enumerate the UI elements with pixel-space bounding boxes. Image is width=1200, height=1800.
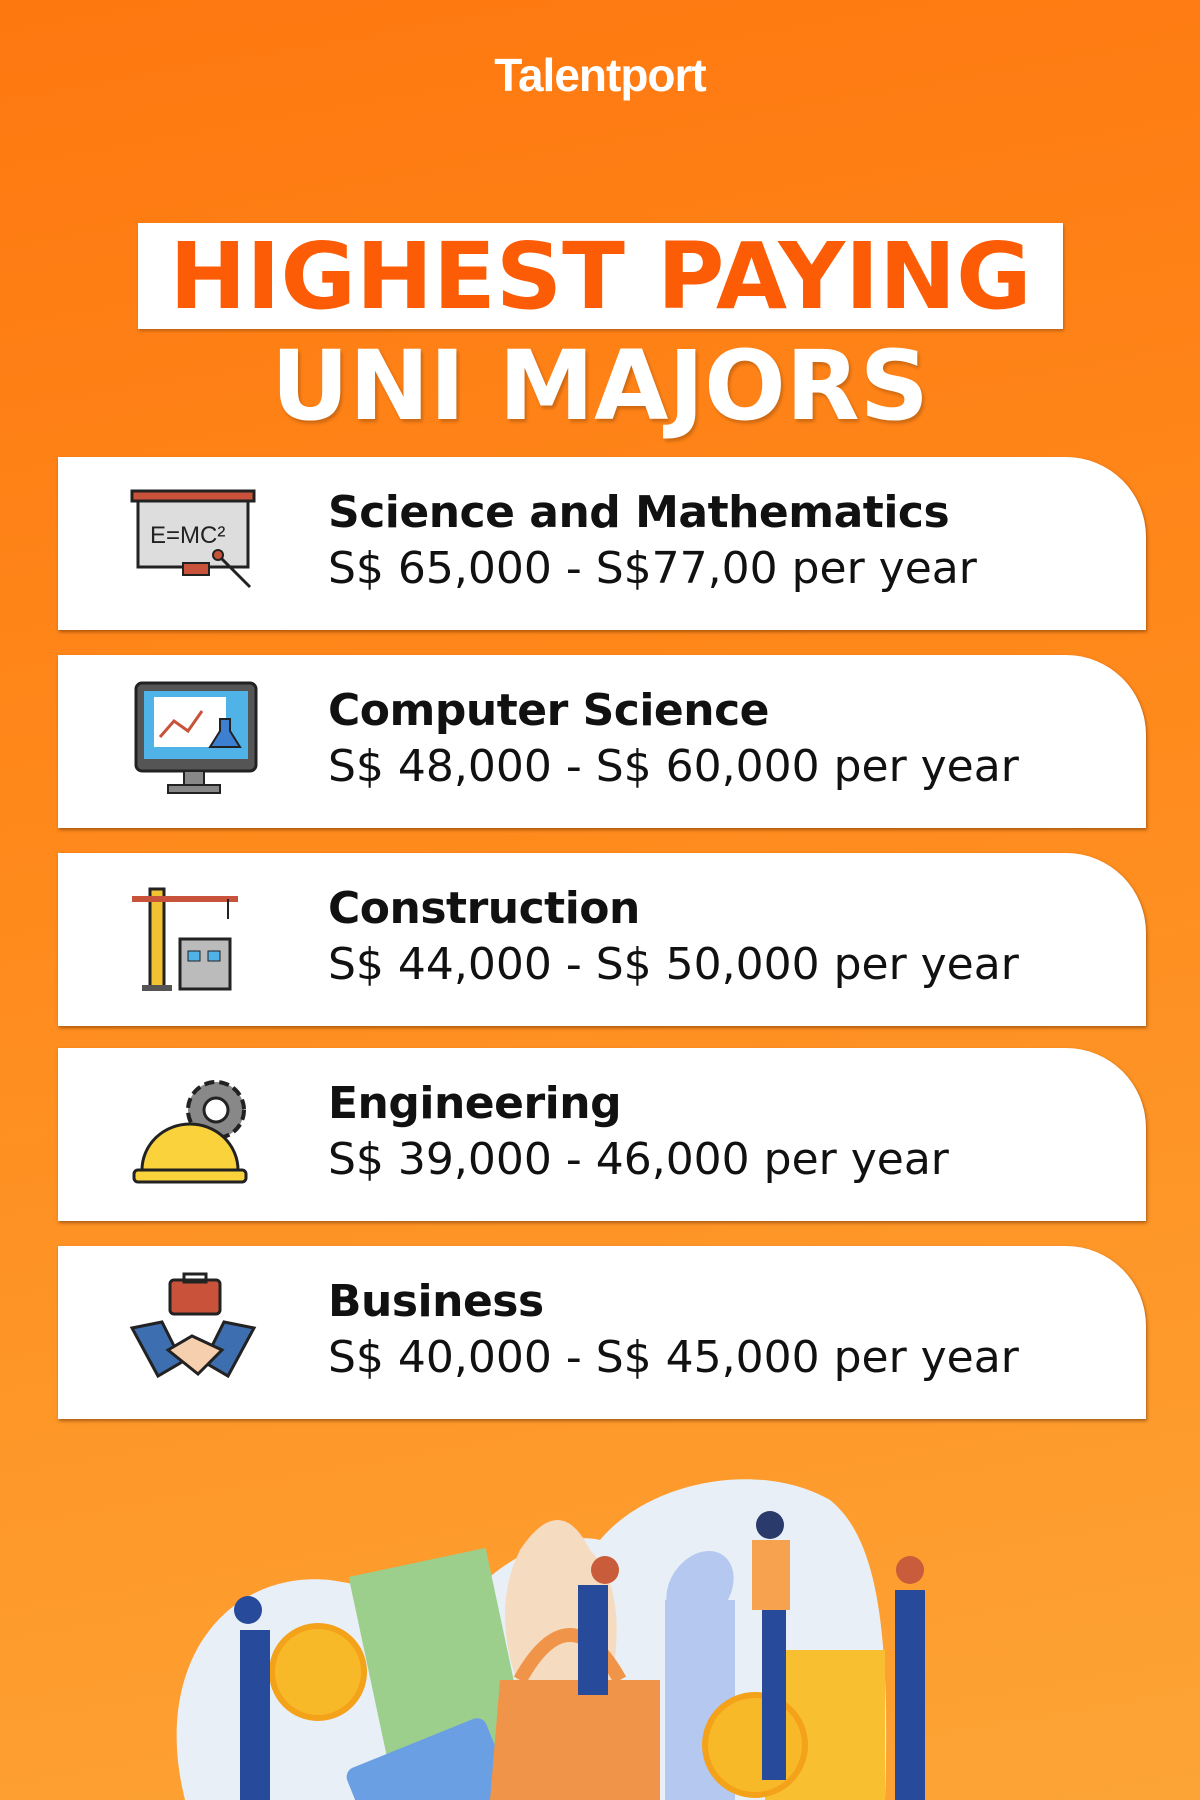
major-name: Science and Mathematics bbox=[328, 487, 950, 538]
salary-range: S$ 44,000 - S$ 50,000 per year bbox=[328, 939, 1019, 990]
major-name: Computer Science bbox=[328, 685, 770, 736]
salary-range: S$ 39,000 - 46,000 per year bbox=[328, 1134, 949, 1185]
major-card-construction: Construction S$ 44,000 - S$ 50,000 per y… bbox=[58, 853, 1146, 1026]
major-name: Construction bbox=[328, 883, 640, 934]
brand-logo: Talentport bbox=[494, 49, 706, 101]
page-title-line1: HIGHEST PAYING bbox=[169, 222, 1032, 330]
salary-range: S$ 40,000 - S$ 45,000 per year bbox=[328, 1332, 1019, 1383]
people-illustration bbox=[234, 1511, 925, 1800]
page-title-line2: UNI MAJORS bbox=[271, 330, 929, 442]
computer-monitor-icon bbox=[134, 681, 258, 794]
crane-building-icon bbox=[132, 887, 238, 991]
salary-range: S$ 48,000 - S$ 60,000 per year bbox=[328, 741, 1019, 792]
whiteboard-text: E=MC² bbox=[150, 522, 225, 549]
major-name: Engineering bbox=[328, 1078, 622, 1129]
hardhat-gear-icon bbox=[132, 1080, 248, 1184]
coin-illustration bbox=[269, 1623, 367, 1721]
major-name: Business bbox=[328, 1276, 544, 1327]
major-card-engineering: Engineering S$ 39,000 - 46,000 per year bbox=[58, 1048, 1146, 1221]
title-box: HIGHEST PAYING bbox=[138, 222, 1063, 330]
major-card-computer-science: Computer Science S$ 48,000 - S$ 60,000 p… bbox=[58, 655, 1146, 828]
salary-range: S$ 65,000 - S$77,00 per year bbox=[328, 543, 977, 594]
major-card-business: Business S$ 40,000 - S$ 45,000 per year bbox=[58, 1246, 1146, 1419]
credit-card-illustration bbox=[346, 1718, 514, 1800]
whiteboard-emc2-icon: E=MC² bbox=[130, 489, 256, 589]
handshake-briefcase-icon bbox=[129, 1272, 257, 1379]
padlock-illustration bbox=[490, 1680, 660, 1800]
money-people-illustration bbox=[176, 1479, 925, 1800]
major-card-science: E=MC² Science and Mathematics S$ 65,000 … bbox=[58, 457, 1146, 630]
